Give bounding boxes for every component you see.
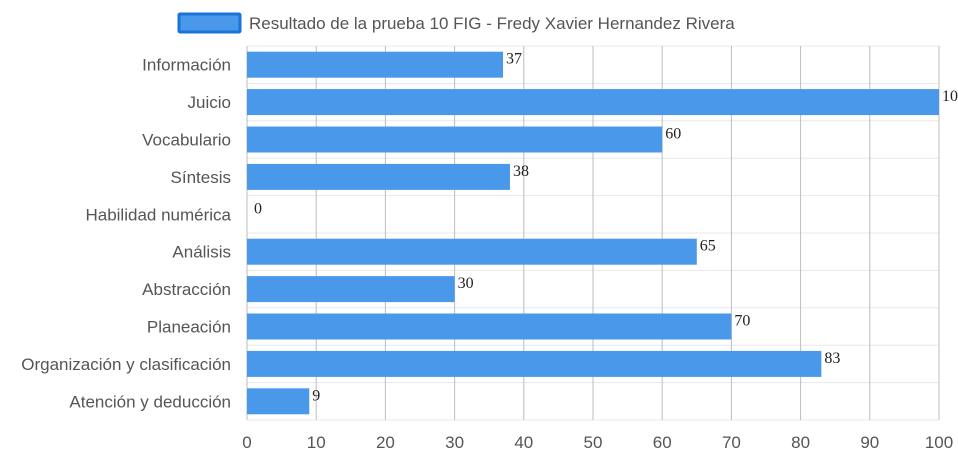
bar[interactable] <box>247 350 822 377</box>
axis-layer: 0 10 20 30 40 50 60 70 80 90 100 <box>242 433 953 452</box>
x-tick-label: 0 <box>242 433 251 452</box>
x-tick-label: 30 <box>445 433 464 452</box>
bar[interactable] <box>247 89 939 116</box>
legend-swatch[interactable] <box>177 12 242 34</box>
bar-layer <box>247 51 939 415</box>
x-tick-label: 90 <box>860 433 879 452</box>
x-tick-label: 10 <box>307 433 326 452</box>
x-tick-label: 40 <box>514 433 533 452</box>
category-label: Vocabulario <box>142 131 231 150</box>
x-tick-label: 60 <box>653 433 672 452</box>
category-label: Atención y deducción <box>69 392 231 411</box>
category-label: Abstracción <box>142 280 231 299</box>
legend-label[interactable]: Resultado de la prueba 10 FIG - Fredy Xa… <box>249 14 735 33</box>
x-tick-label: 70 <box>722 433 741 452</box>
bar[interactable] <box>247 126 663 153</box>
data-label: 0 <box>254 200 262 217</box>
data-label: 60 <box>665 126 681 143</box>
category-label: Síntesis <box>171 168 231 187</box>
bar[interactable] <box>247 51 504 78</box>
x-tick-label: 20 <box>376 433 395 452</box>
data-label: 38 <box>513 163 529 180</box>
category-label: Análisis <box>172 243 231 262</box>
bar[interactable] <box>247 313 732 340</box>
bar[interactable] <box>247 276 455 303</box>
data-label: 100 <box>942 88 958 105</box>
data-label: 70 <box>734 313 750 330</box>
category-label: Información <box>142 56 231 75</box>
bar[interactable] <box>247 163 510 190</box>
x-tick-label: 50 <box>584 433 603 452</box>
legend[interactable]: Resultado de la prueba 10 FIG - Fredy Xa… <box>177 12 735 34</box>
data-label: 37 <box>506 51 522 68</box>
category-label: Habilidad numérica <box>85 205 231 224</box>
data-label: 30 <box>458 275 474 292</box>
x-tick-label: 100 <box>925 433 953 452</box>
category-label: Juicio <box>188 93 231 112</box>
bar[interactable] <box>247 388 310 415</box>
bar[interactable] <box>247 238 697 265</box>
label-layer: Información 37 Juicio 100 Vocabulario 60 Sínte… <box>21 51 958 412</box>
x-tick-label: 80 <box>791 433 810 452</box>
data-label: 9 <box>312 387 320 404</box>
data-label: 83 <box>824 350 840 367</box>
data-label: 65 <box>700 238 716 255</box>
category-label: Organización y clasificación <box>21 355 231 374</box>
category-label: Planeación <box>147 318 231 337</box>
